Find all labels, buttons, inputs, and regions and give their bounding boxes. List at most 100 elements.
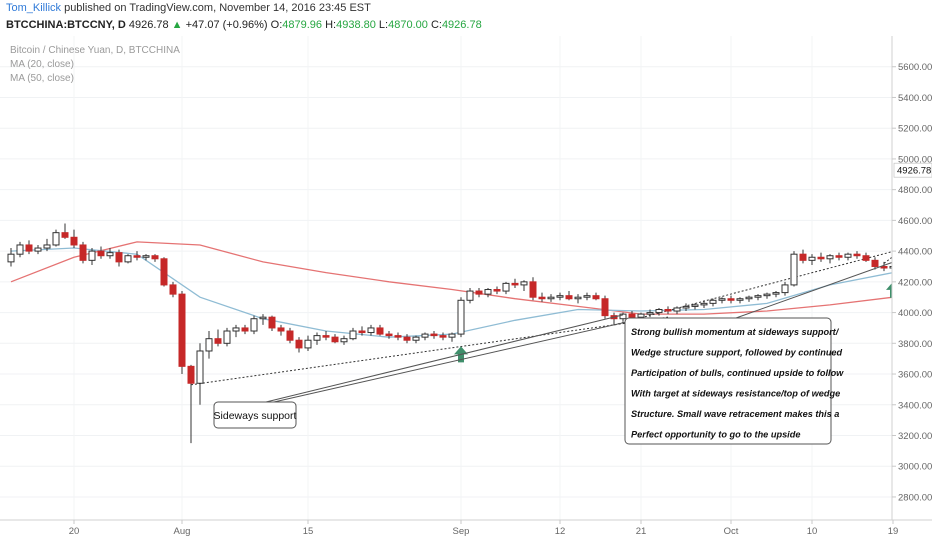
candle-down — [394, 335, 402, 338]
candle-up — [205, 338, 213, 352]
candle-up — [124, 255, 132, 263]
price-tick-label: 4600.00 — [898, 216, 932, 227]
high-label: H: — [325, 19, 337, 31]
candle-up — [259, 316, 267, 320]
published-text: published on TradingView.com, November 1… — [61, 2, 371, 14]
candle-up — [304, 339, 312, 349]
candle-down — [214, 338, 222, 344]
ma50-line — [10, 241, 932, 315]
candle-up — [700, 302, 708, 306]
price-tick-label: 3800.00 — [898, 339, 932, 350]
candle-down — [358, 330, 366, 334]
time-tick-label: 19 — [888, 526, 899, 537]
legend-title: Bitcoin / Chinese Yuan, D, BTCCHINA — [10, 45, 180, 56]
current-price-label: 4926.78 — [897, 166, 931, 177]
candle-down — [817, 256, 825, 260]
candle-up — [412, 336, 420, 341]
candle-up — [826, 255, 834, 260]
candle-up — [52, 232, 60, 246]
candle-down — [295, 339, 303, 349]
candle-up — [466, 290, 474, 301]
candle-down — [592, 295, 600, 300]
candle-up — [106, 252, 114, 257]
candle-down — [241, 327, 249, 332]
close-value: 4926.78 — [441, 19, 482, 31]
candle-down — [475, 290, 483, 295]
candle-down — [385, 333, 393, 337]
candle-down — [862, 255, 870, 261]
time-axis: 20Aug15Sep1221Oct1019Nov14Dec — [0, 519, 932, 537]
price-tick-label: 3000.00 — [898, 462, 932, 473]
time-tick-label: 10 — [807, 526, 818, 537]
candle-down — [115, 252, 123, 263]
candle-up — [583, 295, 591, 298]
price-tick-label: 3200.00 — [898, 431, 932, 442]
candle-up — [781, 284, 789, 294]
candle-down — [151, 255, 159, 260]
candle-down — [79, 244, 87, 261]
price-tick-label: 2800.00 — [898, 492, 932, 503]
quote-line: BTCCHINA:BTCCNY, D 4926.78 ▲ +47.07 (+0.… — [6, 19, 482, 31]
time-tick-label: Oct — [724, 526, 739, 537]
candle-down — [322, 335, 330, 338]
legend-ma50: MA (50, close) — [10, 73, 74, 84]
price-tick-label: 3600.00 — [898, 370, 932, 381]
candle-up — [682, 305, 690, 309]
time-tick-label: Aug — [174, 526, 191, 537]
candle-up — [754, 295, 762, 298]
candle-up — [556, 295, 564, 298]
candle-down — [880, 265, 888, 269]
candle-up — [763, 293, 771, 297]
candle-down — [376, 327, 384, 335]
candle-up — [313, 335, 321, 341]
price-axis: 5600.00 5400.00 5200.00 5000.00 4800.00 4600.… — [891, 36, 932, 550]
author-link[interactable]: Tom_Killick — [6, 2, 62, 14]
candle-up — [745, 296, 753, 300]
analysis-note-line: Perfect opportunity to go to the upside — [631, 430, 800, 440]
low-label: L: — [378, 19, 389, 31]
candle-down — [25, 244, 33, 252]
price-tick-label: 4800.00 — [898, 185, 932, 196]
candle-down — [727, 298, 735, 301]
candle-down — [628, 313, 636, 318]
current-price-badge — [893, 162, 932, 178]
analysis-note-line: Wedge structure support, followed by con… — [631, 348, 843, 358]
candle-up — [232, 327, 240, 332]
candle-up — [844, 253, 852, 258]
candle-up — [484, 289, 492, 295]
sideways-support-callout — [213, 401, 297, 429]
time-tick-label: Sep — [453, 526, 470, 537]
candles — [7, 217, 932, 444]
candle-up — [223, 330, 231, 344]
candle-down — [160, 258, 168, 286]
candle-up — [502, 282, 510, 292]
price-tick-label: 4400.00 — [898, 247, 932, 258]
candle-down — [70, 236, 78, 246]
publish-line: Tom_Killick published on TradingView.com… — [6, 2, 371, 14]
price-axis-bg — [892, 36, 932, 550]
candle-up — [619, 313, 627, 320]
up-triangle-icon: ▲ — [171, 19, 183, 31]
candle-up — [448, 333, 456, 338]
candle-down — [511, 282, 519, 286]
candle-up — [637, 313, 645, 318]
candle-down — [853, 253, 861, 257]
candle-up — [34, 247, 42, 252]
low-value: 4870.00 — [388, 19, 428, 31]
candle-up — [88, 250, 96, 261]
trendline — [613, 240, 932, 326]
candle-up — [736, 298, 744, 301]
candle-up — [790, 253, 798, 286]
candle-up — [709, 299, 717, 304]
price-tick-label: 4200.00 — [898, 277, 932, 288]
analysis-note-line: Structure. Small wave retracement makes … — [631, 409, 839, 419]
candle-up — [7, 253, 15, 263]
candle-down — [331, 336, 339, 343]
price-tick-label: 3400.00 — [898, 400, 932, 411]
candle-down — [169, 284, 177, 295]
candle-down — [277, 327, 285, 332]
candle-down — [565, 295, 573, 300]
candle-down — [529, 281, 537, 298]
